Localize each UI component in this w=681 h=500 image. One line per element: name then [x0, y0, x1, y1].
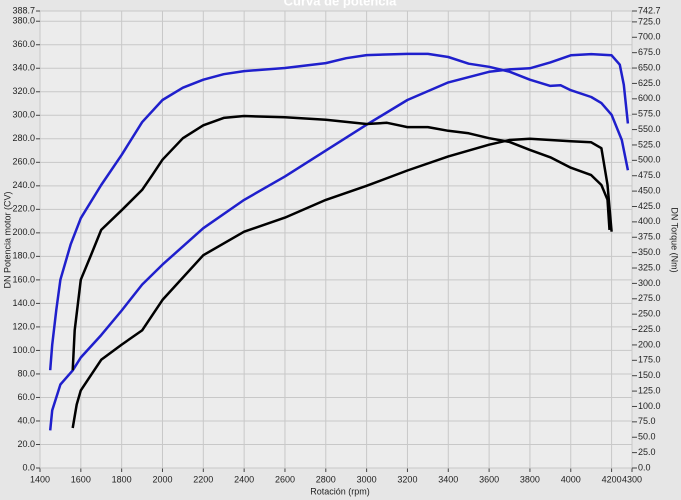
- y-tick-label: 80.0: [17, 368, 35, 378]
- x-tick-label: 2000: [152, 474, 172, 484]
- y2-tick-label: 575.0: [638, 109, 661, 119]
- x-tick-label: 2800: [316, 474, 336, 484]
- data-line: [71, 114, 611, 371]
- x-tick-label: 2200: [193, 474, 213, 484]
- y2-tick-label: 742.7: [638, 5, 661, 15]
- y2-tick-label: 75.0: [638, 416, 656, 426]
- y2-tick-label: 650.0: [638, 62, 661, 72]
- y-tick-label: 180.0: [12, 251, 35, 261]
- y-tick-label: 140.0: [12, 298, 35, 308]
- y2-tick-label: 725.0: [638, 16, 661, 26]
- y-tick-label: 0.0: [22, 462, 35, 472]
- y-tick-label: 160.0: [12, 274, 35, 284]
- y2-tick-label: 425.0: [638, 201, 661, 211]
- y-tick-label: 60.0: [17, 392, 35, 402]
- data-line: [48, 52, 630, 371]
- y-tick-label: 220.0: [12, 204, 35, 214]
- y-tick-label: 360.0: [12, 39, 35, 49]
- x-tick-label: 4000: [561, 474, 581, 484]
- x-tick-label: 3400: [438, 474, 458, 484]
- y2-tick-label: 400.0: [638, 216, 661, 226]
- y-tick-label: 240.0: [12, 180, 35, 190]
- y2-tick-label: 250.0: [638, 309, 661, 319]
- x-axis-title: Rotación (rpm): [310, 486, 370, 496]
- y-tick-label: 280.0: [12, 133, 35, 143]
- y-tick-label: 100.0: [12, 345, 35, 355]
- y2-tick-label: 200.0: [638, 339, 661, 349]
- y2-tick-label: 175.0: [638, 355, 661, 365]
- y2-axis-title: DN Torque (Nm): [670, 207, 680, 272]
- y-tick-label: 388.7: [12, 5, 35, 15]
- y2-tick-label: 550.0: [638, 124, 661, 134]
- y-tick-label: 20.0: [17, 439, 35, 449]
- y2-tick-label: 700.0: [638, 32, 661, 42]
- x-tick-label: 3000: [357, 474, 377, 484]
- y2-tick-label: 500.0: [638, 155, 661, 165]
- x-tick-label: 4300: [622, 474, 642, 484]
- y-axis-title: DN Potencia motor (CV): [2, 191, 12, 288]
- y2-tick-label: 625.0: [638, 78, 661, 88]
- y2-tick-label: 300.0: [638, 278, 661, 288]
- y2-tick-label: 600.0: [638, 93, 661, 103]
- data-line: [48, 52, 630, 431]
- y-tick-label: 340.0: [12, 63, 35, 73]
- y2-tick-label: 0.0: [638, 462, 651, 472]
- x-tick-label: 2600: [275, 474, 295, 484]
- x-tick-label: 3600: [479, 474, 499, 484]
- x-tick-label: 3800: [520, 474, 540, 484]
- x-tick-label: 4200: [602, 474, 622, 484]
- y2-tick-label: 125.0: [638, 385, 661, 395]
- y2-tick-label: 50.0: [638, 432, 656, 442]
- y2-tick-label: 450.0: [638, 185, 661, 195]
- x-tick-label: 1800: [112, 474, 132, 484]
- y2-tick-label: 350.0: [638, 247, 661, 257]
- y2-tick-label: 375.0: [638, 232, 661, 242]
- y-tick-label: 320.0: [12, 86, 35, 96]
- y-tick-label: 120.0: [12, 321, 35, 331]
- y2-tick-label: 225.0: [638, 324, 661, 334]
- y-tick-label: 40.0: [17, 415, 35, 425]
- x-tick-label: 1600: [71, 474, 91, 484]
- y2-tick-label: 325.0: [638, 262, 661, 272]
- plot-area: [39, 10, 633, 469]
- data-line: [71, 137, 613, 429]
- y2-tick-label: 150.0: [638, 370, 661, 380]
- y2-tick-label: 275.0: [638, 293, 661, 303]
- chart-title: Curva de potencia: [284, 0, 397, 8]
- x-tick-label: 2400: [234, 474, 254, 484]
- y2-tick-label: 100.0: [638, 401, 661, 411]
- y-tick-label: 300.0: [12, 110, 35, 120]
- y2-tick-label: 675.0: [638, 47, 661, 57]
- y2-tick-label: 475.0: [638, 170, 661, 180]
- y-tick-label: 380.0: [12, 16, 35, 26]
- x-tick-label: 1400: [30, 474, 50, 484]
- y2-tick-label: 525.0: [638, 139, 661, 149]
- y2-tick-label: 25.0: [638, 447, 656, 457]
- x-tick-label: 3200: [397, 474, 417, 484]
- y-tick-label: 200.0: [12, 227, 35, 237]
- y-tick-label: 260.0: [12, 157, 35, 167]
